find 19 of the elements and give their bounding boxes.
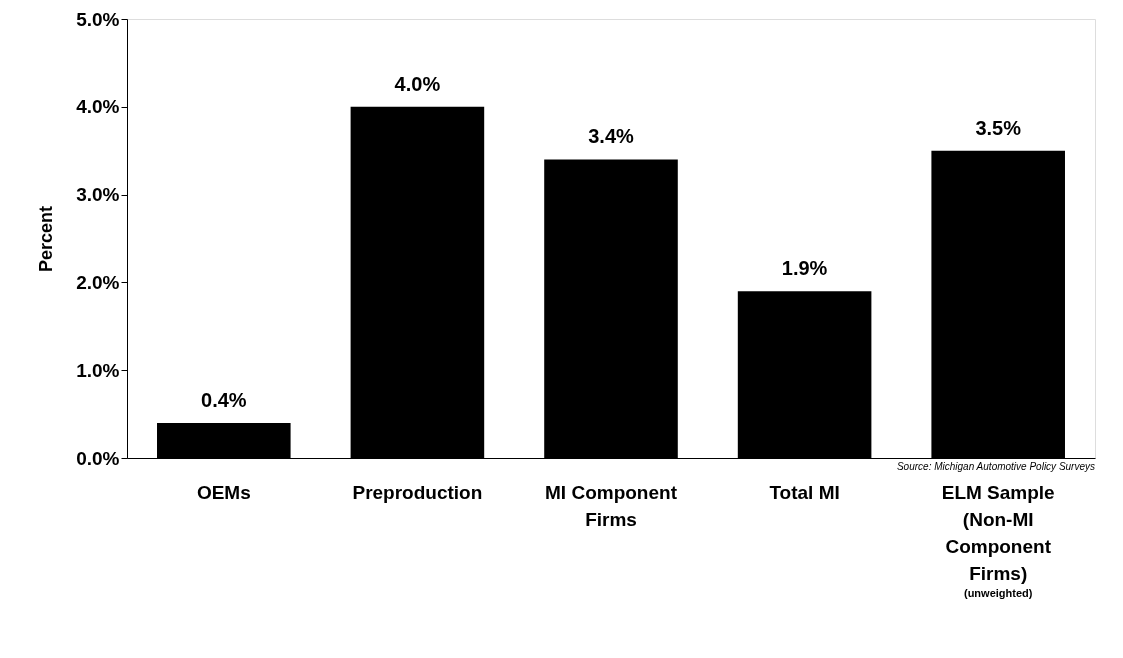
y-tick-label: 0.0% xyxy=(76,447,120,469)
y-tick-label: 2.0% xyxy=(76,271,120,293)
y-tick-label: 1.0% xyxy=(76,359,120,381)
x-tick-label: OEMs xyxy=(196,482,251,503)
x-tick-label: Total MI xyxy=(769,482,840,503)
y-axis-title: Percent xyxy=(36,205,57,273)
data-label: 4.0% xyxy=(394,72,441,95)
source-note: Source: Michigan Automotive Policy Surveys xyxy=(896,461,1095,472)
x-tick-label: MI Component Firms xyxy=(545,482,678,530)
data-label: 1.9% xyxy=(781,257,828,280)
data-label: 3.5% xyxy=(975,116,1022,139)
x-tick-label: Preproduction xyxy=(352,482,483,503)
y-tick-label: 4.0% xyxy=(76,96,120,118)
x-tick-label: ELM Sample (Non-MI Component Firms) xyxy=(941,482,1055,584)
y-tick-label: 5.0% xyxy=(76,8,120,30)
data-label: 3.4% xyxy=(588,125,635,148)
y-tick-label: 3.0% xyxy=(76,184,120,206)
text: (unweighted) xyxy=(963,587,1033,599)
data-label: 0.4% xyxy=(201,388,247,411)
